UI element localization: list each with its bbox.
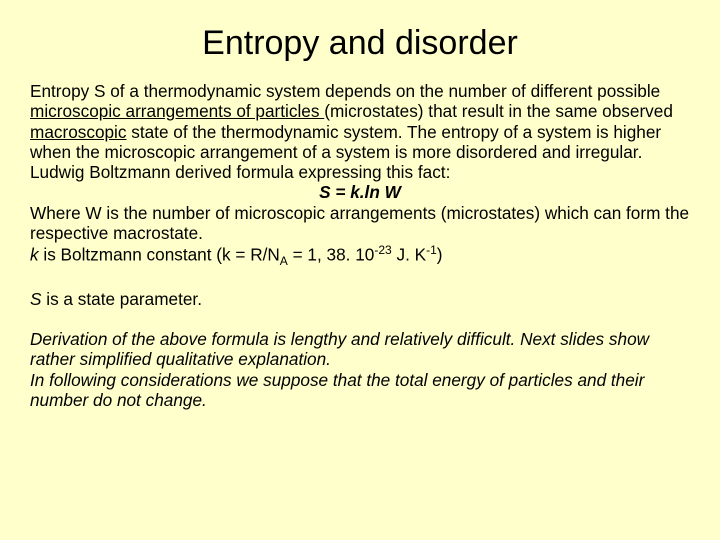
text-run: (microstates) that result in the same ob…: [324, 101, 673, 121]
text-italic-k: k: [30, 245, 39, 265]
text-run: J. K: [392, 245, 426, 265]
text-run: = 1, 38. 10: [288, 245, 374, 265]
superscript-minus1: -1: [426, 243, 437, 257]
paragraph-boltzmann-intro: Ludwig Boltzmann derived formula express…: [30, 162, 690, 182]
slide-title: Entropy and disorder: [30, 24, 690, 63]
text-run: Entropy S of a thermodynamic system depe…: [30, 81, 660, 101]
vertical-spacer: [30, 309, 690, 329]
vertical-spacer: [30, 269, 690, 289]
text-italic-s: S: [30, 289, 41, 309]
subscript-a: A: [280, 255, 288, 269]
paragraph-assumptions: In following considerations we suppose t…: [30, 370, 690, 411]
paragraph-definition: Entropy S of a thermodynamic system depe…: [30, 81, 690, 162]
text-underline-macroscopic: macroscopic: [30, 122, 126, 142]
text-run: is Boltzmann constant (k = R/N: [39, 245, 280, 265]
text-run: ): [437, 245, 443, 265]
formula-entropy: S = k.ln W: [30, 182, 690, 202]
paragraph-derivation-note: Derivation of the above formula is lengt…: [30, 329, 690, 370]
text-run: is a state parameter.: [41, 289, 202, 309]
text-underline-microscopic: microscopic arrangements of particles: [30, 101, 324, 121]
paragraph-state-parameter: S is a state parameter.: [30, 289, 690, 309]
slide-container: Entropy and disorder Entropy S of a ther…: [0, 0, 720, 540]
paragraph-k-constant: k is Boltzmann constant (k = R/NA = 1, 3…: [30, 243, 690, 268]
superscript-minus23: -23: [374, 243, 391, 257]
paragraph-w-definition: Where W is the number of microscopic arr…: [30, 203, 690, 244]
